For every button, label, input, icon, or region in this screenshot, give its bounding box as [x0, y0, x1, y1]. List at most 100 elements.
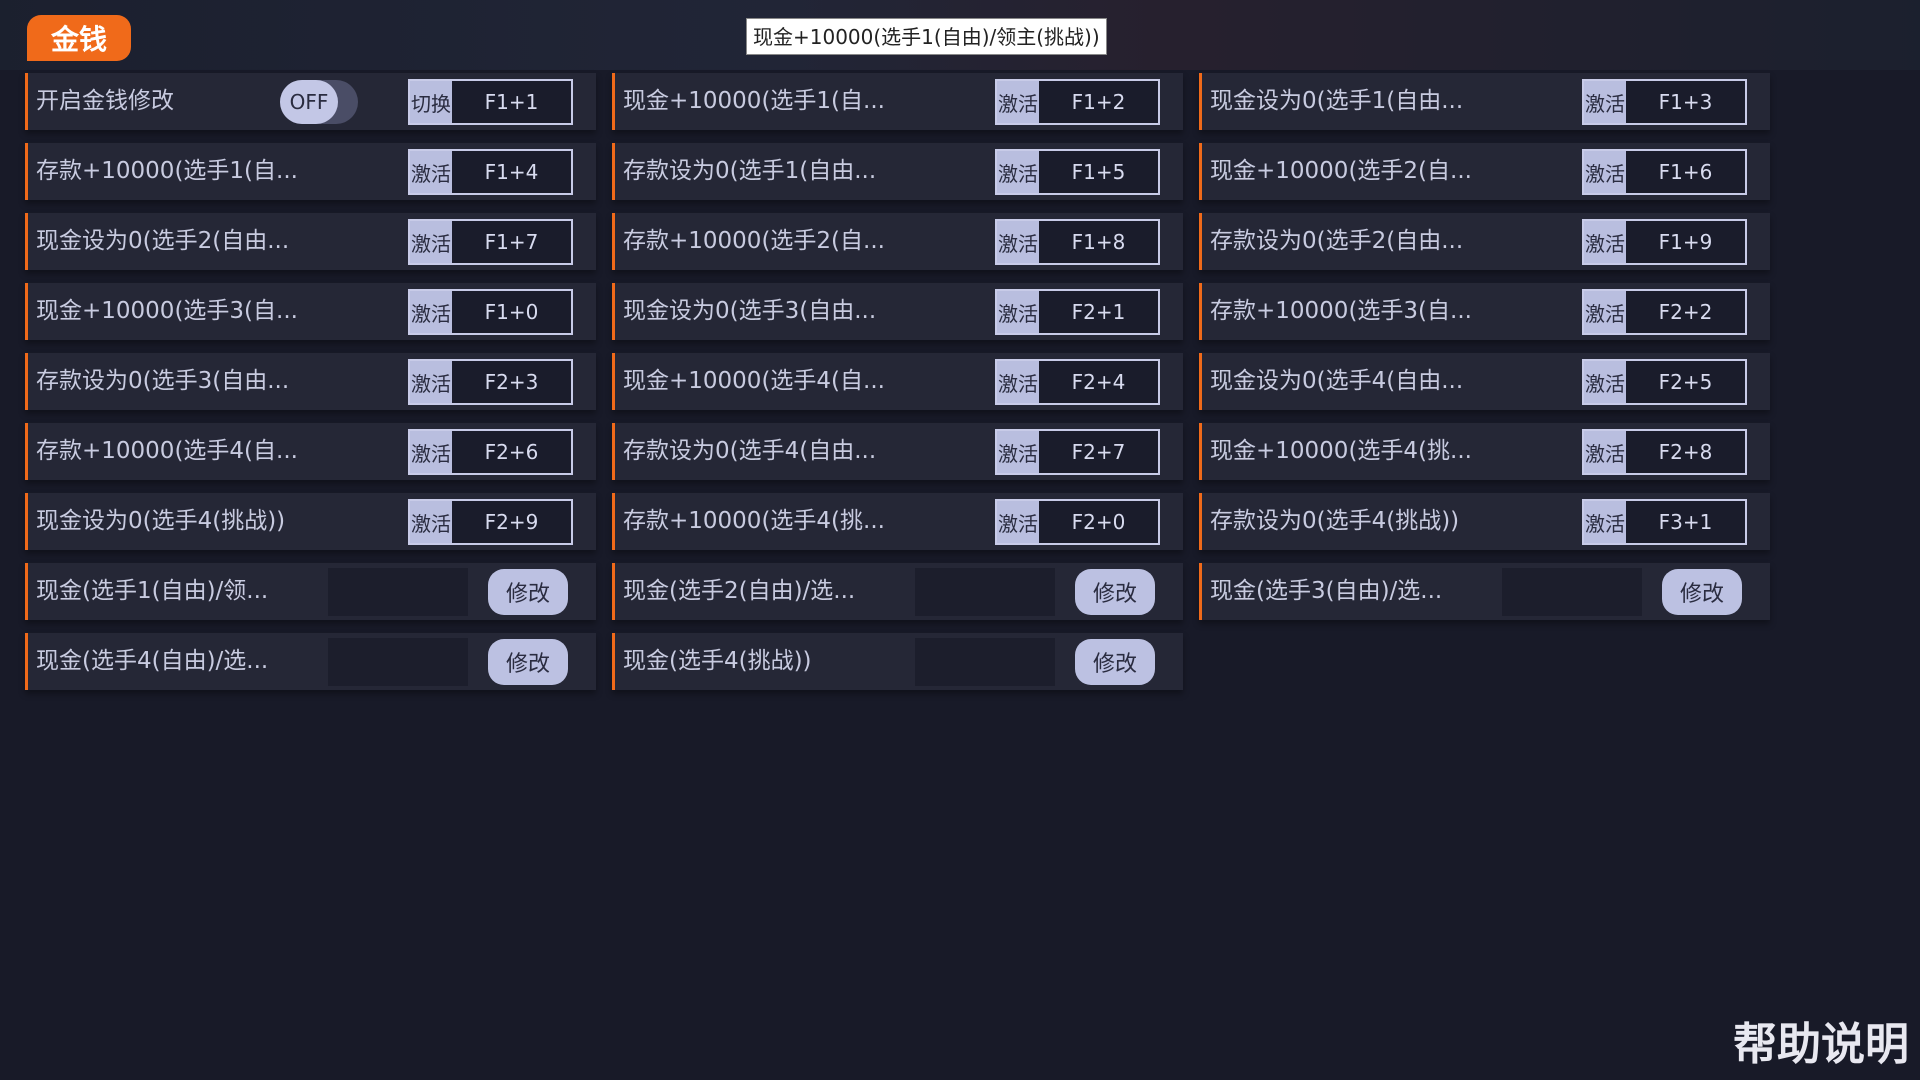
hotkey-button[interactable]: 激活 F3+1: [1582, 499, 1747, 545]
action-label: 激活: [410, 361, 452, 403]
hotkey-label: F2+5: [1626, 361, 1745, 403]
cheat-row: 现金+10000(选手1(自... 激活 F1+2: [612, 73, 1183, 130]
cheat-row: 存款+10000(选手3(自... 激活 F2+2: [1199, 283, 1770, 340]
cheat-label: 存款+10000(选手1(自...: [36, 158, 298, 184]
value-input[interactable]: [328, 568, 468, 616]
value-input[interactable]: [328, 638, 468, 686]
hotkey-button[interactable]: 激活 F1+7: [408, 219, 573, 265]
hotkey-label: F1+3: [1626, 81, 1745, 123]
action-label: 激活: [410, 431, 452, 473]
hotkey-label: F1+9: [1626, 221, 1745, 263]
hotkey-button[interactable]: 激活 F1+5: [995, 149, 1160, 195]
value-input[interactable]: [1502, 568, 1642, 616]
cheat-label: 存款+10000(选手4(自...: [36, 438, 298, 464]
hotkey-button[interactable]: 激活 F1+6: [1582, 149, 1747, 195]
cheat-row: 存款设为0(选手4(自由... 激活 F2+7: [612, 423, 1183, 480]
hotkey-button[interactable]: 切换 F1+1: [408, 79, 573, 125]
tooltip: 现金+10000(选手1(自由)/领主(挑战)): [746, 18, 1107, 55]
cheat-label: 存款设为0(选手4(自由...: [623, 438, 877, 464]
action-label: 激活: [410, 291, 452, 333]
cheat-row: 存款设为0(选手2(自由... 激活 F1+9: [1199, 213, 1770, 270]
hotkey-button[interactable]: 激活 F1+2: [995, 79, 1160, 125]
cheat-row: 存款设为0(选手4(挑战)) 激活 F3+1: [1199, 493, 1770, 550]
action-label: 激活: [1584, 291, 1626, 333]
cheat-label: 现金设为0(选手3(自由...: [623, 298, 877, 324]
modify-button[interactable]: 修改: [488, 639, 568, 685]
action-label: 激活: [410, 501, 452, 543]
hotkey-label: F1+8: [1039, 221, 1158, 263]
cheat-row: 现金设为0(选手4(自由... 激活 F2+5: [1199, 353, 1770, 410]
cheat-label: 现金(选手3(自由)/选...: [1210, 578, 1443, 604]
action-label: 激活: [1584, 431, 1626, 473]
cheat-label: 现金(选手4(自由)/选...: [36, 648, 269, 674]
cheat-label: 现金+10000(选手4(挑...: [1210, 438, 1472, 464]
hotkey-label: F1+2: [1039, 81, 1158, 123]
modify-button[interactable]: 修改: [1662, 569, 1742, 615]
action-label: 激活: [1584, 501, 1626, 543]
cheat-row: 现金+10000(选手3(自... 激活 F1+0: [25, 283, 596, 340]
hotkey-button[interactable]: 激活 F2+0: [995, 499, 1160, 545]
cheat-row: 现金+10000(选手4(自... 激活 F2+4: [612, 353, 1183, 410]
action-label: 激活: [997, 501, 1039, 543]
cheat-row: 存款设为0(选手1(自由... 激活 F1+5: [612, 143, 1183, 200]
hotkey-label: F2+4: [1039, 361, 1158, 403]
help-link[interactable]: 帮助说明: [1733, 1019, 1909, 1070]
action-label: 激活: [1584, 81, 1626, 123]
hotkey-label: F2+1: [1039, 291, 1158, 333]
action-label: 激活: [410, 221, 452, 263]
hotkey-button[interactable]: 激活 F2+6: [408, 429, 573, 475]
action-label: 激活: [1584, 361, 1626, 403]
hotkey-label: F3+1: [1626, 501, 1745, 543]
action-label: 激活: [410, 151, 452, 193]
cheat-row: 现金(选手3(自由)/选... 修改: [1199, 563, 1770, 620]
cheat-label: 开启金钱修改: [36, 88, 174, 114]
cheat-label: 现金设为0(选手1(自由...: [1210, 88, 1464, 114]
hotkey-button[interactable]: 激活 F2+1: [995, 289, 1160, 335]
cheat-label: 存款+10000(选手4(挑...: [623, 508, 885, 534]
hotkey-button[interactable]: 激活 F1+8: [995, 219, 1160, 265]
cheat-label: 现金(选手1(自由)/领...: [36, 578, 269, 604]
cheat-label: 现金+10000(选手1(自...: [623, 88, 885, 114]
hotkey-label: F2+9: [452, 501, 571, 543]
cheat-label: 现金(选手4(挑战)): [623, 648, 812, 674]
tab-money[interactable]: 金钱: [27, 15, 131, 61]
action-label: 激活: [997, 151, 1039, 193]
hotkey-label: F1+0: [452, 291, 571, 333]
action-label: 激活: [997, 81, 1039, 123]
hotkey-button[interactable]: 激活 F2+7: [995, 429, 1160, 475]
hotkey-button[interactable]: 激活 F1+4: [408, 149, 573, 195]
action-label: 激活: [997, 361, 1039, 403]
enable-toggle[interactable]: OFF: [280, 80, 358, 124]
value-input[interactable]: [915, 638, 1055, 686]
hotkey-label: F1+1: [452, 81, 571, 123]
hotkey-button[interactable]: 激活 F2+3: [408, 359, 573, 405]
cheat-row: 现金设为0(选手1(自由... 激活 F1+3: [1199, 73, 1770, 130]
cheat-row: 存款+10000(选手2(自... 激活 F1+8: [612, 213, 1183, 270]
modify-button[interactable]: 修改: [1075, 569, 1155, 615]
hotkey-button[interactable]: 激活 F1+9: [1582, 219, 1747, 265]
cheat-label: 存款+10000(选手3(自...: [1210, 298, 1472, 324]
hotkey-label: F2+0: [1039, 501, 1158, 543]
modify-button[interactable]: 修改: [1075, 639, 1155, 685]
cheat-row: 存款+10000(选手4(自... 激活 F2+6: [25, 423, 596, 480]
hotkey-button[interactable]: 激活 F2+2: [1582, 289, 1747, 335]
action-label: 激活: [997, 431, 1039, 473]
action-label: 激活: [997, 291, 1039, 333]
action-label: 激活: [1584, 221, 1626, 263]
hotkey-label: F2+8: [1626, 431, 1745, 473]
action-label: 激活: [997, 221, 1039, 263]
cheat-label: 存款设为0(选手1(自由...: [623, 158, 877, 184]
cheat-label: 现金设为0(选手4(挑战)): [36, 508, 286, 534]
cheat-row: 现金+10000(选手4(挑... 激活 F2+8: [1199, 423, 1770, 480]
hotkey-button[interactable]: 激活 F2+9: [408, 499, 573, 545]
hotkey-label: F1+4: [452, 151, 571, 193]
modify-button[interactable]: 修改: [488, 569, 568, 615]
hotkey-button[interactable]: 激活 F2+8: [1582, 429, 1747, 475]
hotkey-button[interactable]: 激活 F1+3: [1582, 79, 1747, 125]
hotkey-button[interactable]: 激活 F2+4: [995, 359, 1160, 405]
hotkey-button[interactable]: 激活 F2+5: [1582, 359, 1747, 405]
toggle-state: OFF: [280, 80, 338, 124]
value-input[interactable]: [915, 568, 1055, 616]
cheat-row: 现金(选手4(挑战)) 修改: [612, 633, 1183, 690]
hotkey-button[interactable]: 激活 F1+0: [408, 289, 573, 335]
